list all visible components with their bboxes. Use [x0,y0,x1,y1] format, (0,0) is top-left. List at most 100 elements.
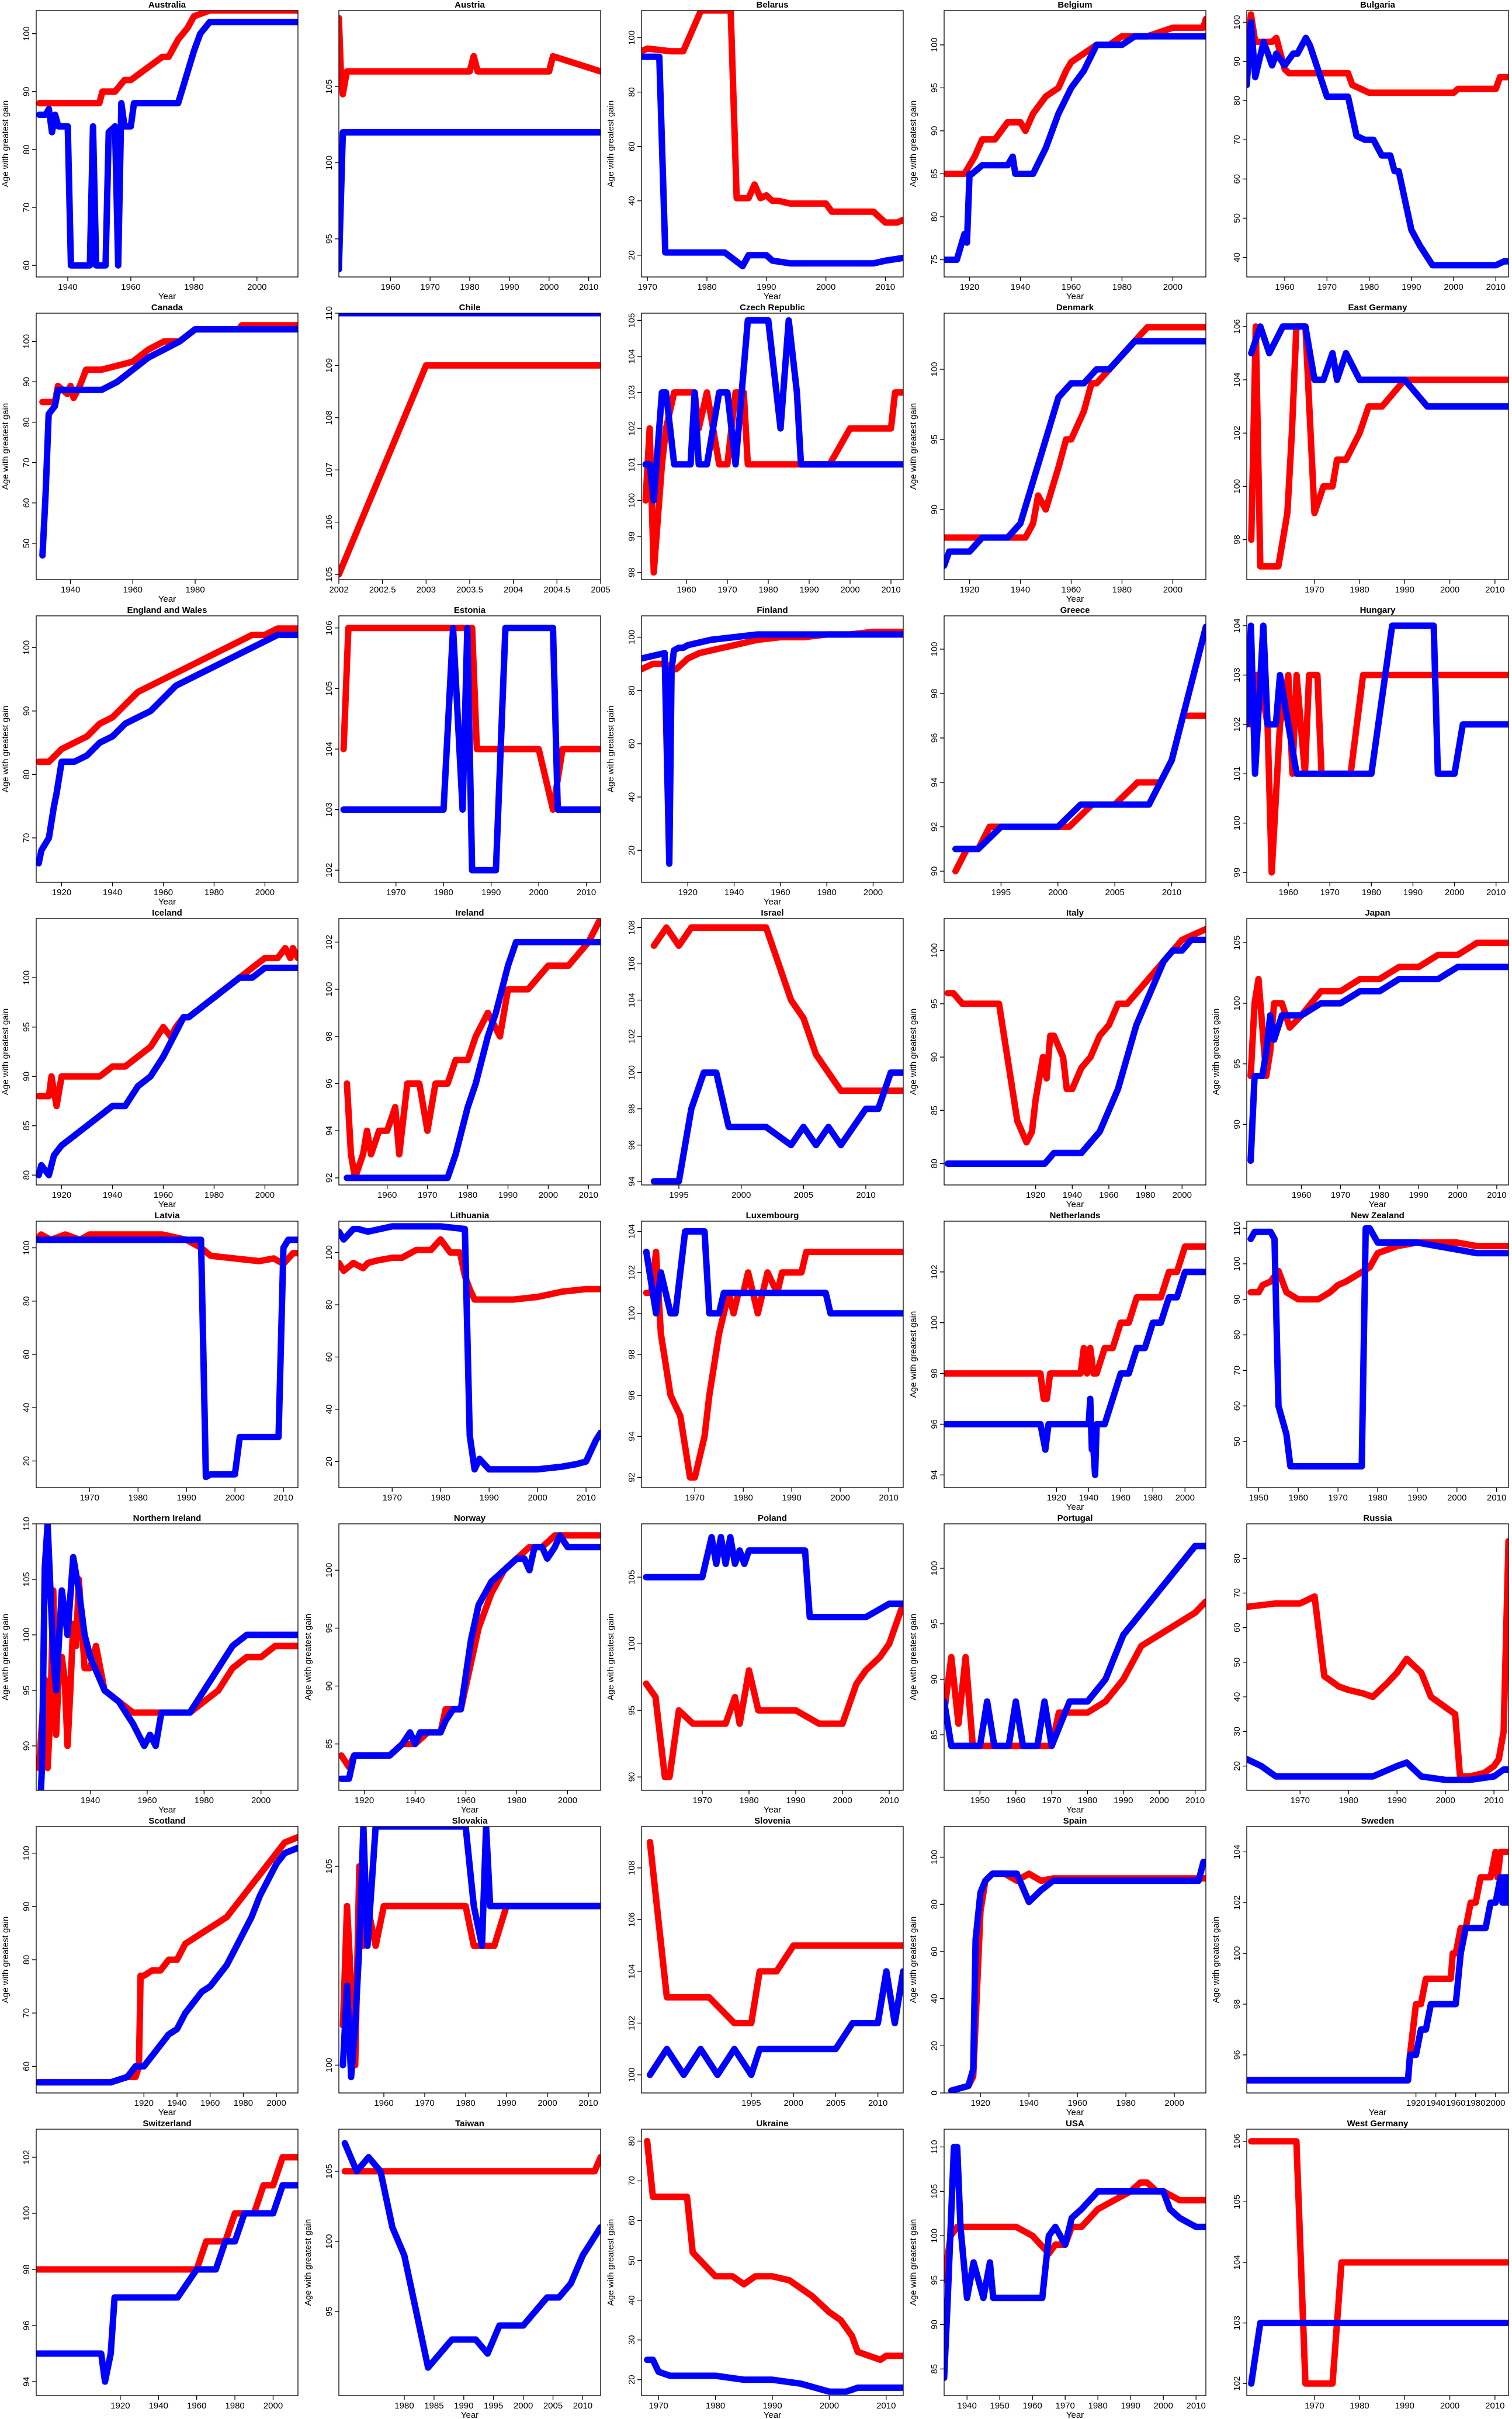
x-tick-label: 1940 [58,282,77,292]
y-tick-label: 95 [930,435,939,445]
plot-frame [641,918,904,1186]
y-tick-label: 60 [324,1352,334,1362]
y-tick-label: 100 [22,971,32,985]
x-tick-label: 1990 [498,1190,518,1200]
series-line-red [36,11,298,107]
x-tick-label: 2000 [251,1796,271,1805]
chart-panel: Australia 1940 1960 1980 2000 60 70 80 90 100 Year… [1,0,299,301]
series-line-red [339,15,601,98]
series-line-red [647,1839,903,2026]
x-tick-label: 1940 [724,888,744,897]
y-tick-label: 102 [1232,717,1242,732]
x-axis-label: Year [764,897,781,907]
y-tick-label: 104 [627,993,637,1007]
y-tick-label: 100 [930,642,939,656]
y-tick-label: 105 [1232,935,1242,950]
x-tick-label: 2010 [1486,888,1506,897]
x-axis-label: Year [158,292,176,301]
chart-panel: Switzerland 1920 1940 1960 1980 2000 94 96 98 100… [22,2119,299,2411]
y-tick-label: 105 [324,1859,334,1874]
y-tick-label: 30 [1232,1727,1242,1737]
y-tick-label: 60 [22,261,32,271]
x-tick-label: 2000 [820,2401,839,2411]
x-tick-label: 1920 [110,2401,130,2411]
y-axis-label: Age with greatest gain [1,1009,11,1095]
plot-frame [36,2129,299,2396]
x-tick-label: 1990 [481,888,501,897]
chart-title: Lithuania [450,1211,490,1221]
x-tick-label: 2000 [1440,585,1459,595]
y-tick-label: 40 [1232,252,1242,262]
x-tick-label: 2000 [529,888,548,897]
x-axis-label: Year [1066,594,1084,604]
x-tick-label: 1980 [1370,1190,1389,1200]
x-tick-label: 1940 [103,1190,122,1200]
y-tick-label: 105 [930,2184,939,2199]
y-tick-label: 95 [22,1686,32,1696]
y-tick-label: 60 [1232,1401,1242,1411]
x-axis-label: Year [1066,2410,1084,2419]
x-tick-label: 1980 [1078,1796,1097,1805]
y-tick-label: 95 [22,1022,32,1032]
x-tick-label: 1980 [1362,888,1381,897]
x-tick-label: 2010 [1187,2401,1206,2411]
x-tick-label: 1980 [204,1190,224,1200]
x-tick-label: 1940 [1011,585,1030,595]
x-tick-label: 1980 [434,888,453,897]
chart-title: Luxembourg [746,1211,799,1221]
plot-frame [338,1523,601,1791]
y-tick-label: 100 [627,630,637,644]
x-tick-label: 1960 [137,1796,157,1805]
chart-title: Ireland [455,908,484,918]
y-axis-label: Age with greatest gain [303,1614,313,1700]
chart-title: East Germany [1348,303,1408,313]
chart-title: Scotland [148,1816,185,1826]
x-tick-label: 1940 [1011,282,1030,292]
chart-title: Belgium [1057,0,1092,10]
chart-title: Russia [1363,1513,1392,1523]
chart-title: Spain [1063,1816,1087,1826]
y-tick-label: 100 [627,1065,637,1080]
series-line-red [650,924,903,1094]
x-tick-label: 1970 [1305,2401,1324,2411]
y-tick-label: 90 [930,1675,939,1685]
x-axis-label: Year [1369,2108,1386,2118]
y-tick-label: 60 [627,141,637,151]
y-tick-label: 70 [22,2008,32,2018]
series-line-red [642,389,903,576]
y-tick-label: 101 [627,457,637,472]
plot-frame [641,1523,904,1791]
y-tick-label: 100 [627,493,637,508]
x-tick-label: 1960 [1292,1190,1311,1200]
chart-title: Austria [455,0,485,10]
x-tick-label: 2000 [225,1493,244,1503]
x-tick-label: 2000 [1444,282,1463,292]
y-tick-label: 96 [627,1140,637,1150]
x-tick-label: 2010 [879,1493,898,1503]
y-tick-label: 20 [627,2375,637,2385]
x-tick-label: 2010 [1162,888,1181,897]
y-tick-label: 110 [1232,1221,1242,1235]
x-axis-label: Year [158,1200,176,1210]
y-tick-label: 40 [22,1403,32,1413]
x-tick-label: 2010 [577,888,596,897]
x-tick-label: 1980 [758,585,778,595]
y-tick-label: 102 [627,1265,637,1280]
x-tick-label: 1970 [685,1493,705,1503]
series-line-red [1247,1848,1508,2084]
chart-panel: Italy 1920 1940 1960 1980 2000 80 85 90 95 100 Year… [908,908,1206,1210]
plot-frame [944,1221,1206,1488]
y-tick-label: 90 [1232,1294,1242,1304]
x-tick-label: 1980 [460,282,479,292]
y-tick-label: 100 [627,2067,637,2082]
y-tick-label: 80 [22,1955,32,1965]
x-tick-label: 1970 [1320,888,1340,897]
chart-title: Greece [1060,605,1090,615]
y-tick-label: 100 [22,1846,32,1860]
series-line-blue [641,53,903,269]
x-tick-label: 2000 [247,282,266,292]
x-tick-label: 1950 [970,1796,990,1805]
y-tick-label: 90 [22,86,32,96]
y-axis-label: Age with greatest gain [1,403,11,490]
chart-panel: Taiwan 1980 1985 1990 1995 2000 2005 2010 95 100 1… [303,2119,601,2419]
